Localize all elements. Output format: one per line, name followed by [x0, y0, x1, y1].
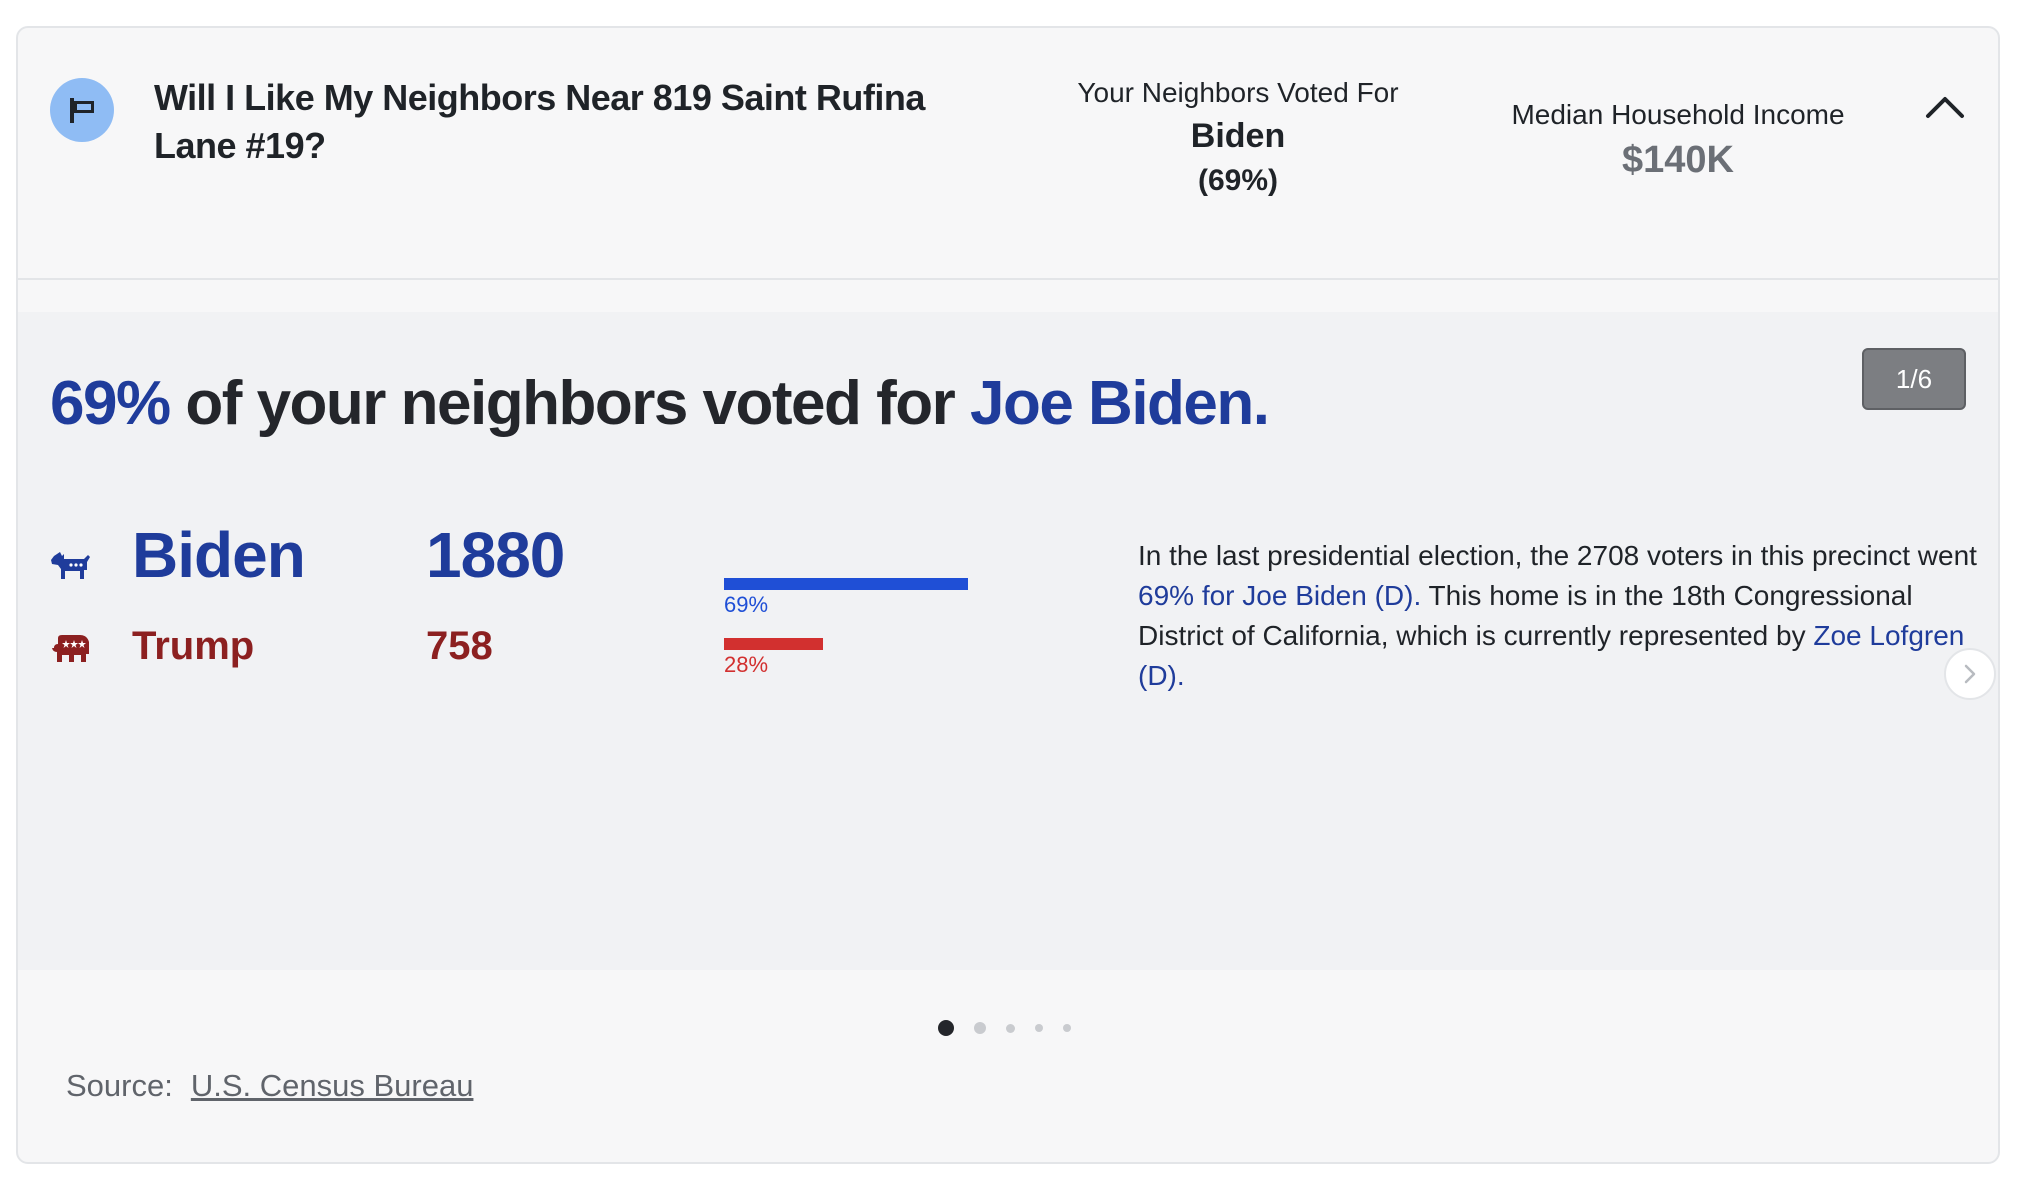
income-label: Median Household Income	[1511, 99, 1845, 130]
vote-share-label: 69%	[724, 592, 769, 617]
chevron-up-icon[interactable]	[1922, 84, 1968, 130]
slide-counter: 1/6	[1862, 348, 1966, 410]
pagination-dots	[938, 1020, 1091, 1036]
neighbors-card: Will I Like My Neighbors Near 819 Saint …	[16, 26, 2000, 1164]
elephant-icon	[50, 634, 92, 669]
slide-panel: 69% of your neighbors voted for Joe Bide…	[18, 312, 1998, 970]
candidate-name: Trump	[132, 624, 255, 668]
income-value: $140K	[1622, 139, 1734, 181]
vote-share-bar	[724, 578, 968, 590]
voted-name: Biden	[1190, 117, 1286, 155]
election-description: In the last presidential election, the 2…	[1138, 536, 1988, 696]
slide-headline: 69% of your neighbors voted for Joe Bide…	[50, 368, 1270, 439]
pagination-dot[interactable]	[938, 1020, 954, 1036]
source-line: Source: U.S. Census Bureau	[66, 1068, 473, 1104]
vote-share-label: 28%	[724, 652, 769, 677]
headline-candidate: Joe Biden.	[970, 369, 1270, 438]
candidate-name: Biden	[132, 519, 306, 591]
pagination-dot[interactable]	[1006, 1023, 1015, 1033]
vote-share-bar	[724, 638, 823, 650]
pagination-dot[interactable]	[1063, 1024, 1071, 1032]
voted-percent: (69%)	[1197, 164, 1279, 197]
bar-trump: 28%	[724, 638, 823, 678]
representative-link[interactable]: Zoe Lofgren (D).	[1138, 620, 1965, 691]
candidate-votes: 758	[426, 624, 493, 668]
voted-summary: Your Neighbors Voted For Biden (69%)	[1053, 76, 1423, 202]
chevron-right-icon	[1964, 664, 1976, 684]
pagination-dot[interactable]	[1035, 1024, 1043, 1032]
voted-label: Your Neighbors Voted For	[1077, 77, 1399, 108]
candidate-votes: 1880	[426, 519, 565, 591]
source-label: Source:	[66, 1068, 173, 1103]
donkey-icon	[50, 550, 92, 587]
headline-text: of your neighbors voted for	[169, 369, 970, 438]
bar-biden: 69%	[724, 578, 968, 618]
flag-icon	[50, 78, 114, 142]
biden-result-link[interactable]: 69% for Joe Biden (D).	[1138, 580, 1422, 611]
card-header[interactable]: Will I Like My Neighbors Near 819 Saint …	[18, 28, 1998, 280]
next-slide-button[interactable]	[1944, 648, 1996, 700]
pagination-dot[interactable]	[974, 1022, 986, 1034]
page-title: Will I Like My Neighbors Near 819 Saint …	[154, 77, 925, 166]
headline-percent: 69%	[50, 369, 171, 438]
description-text: This home is in the 18th Congressional D…	[1138, 580, 1913, 651]
source-link[interactable]: U.S. Census Bureau	[190, 1068, 474, 1103]
income-summary: Median Household Income $140K	[1478, 98, 1878, 188]
description-text: In the last presidential election, the 2…	[1138, 540, 1977, 571]
